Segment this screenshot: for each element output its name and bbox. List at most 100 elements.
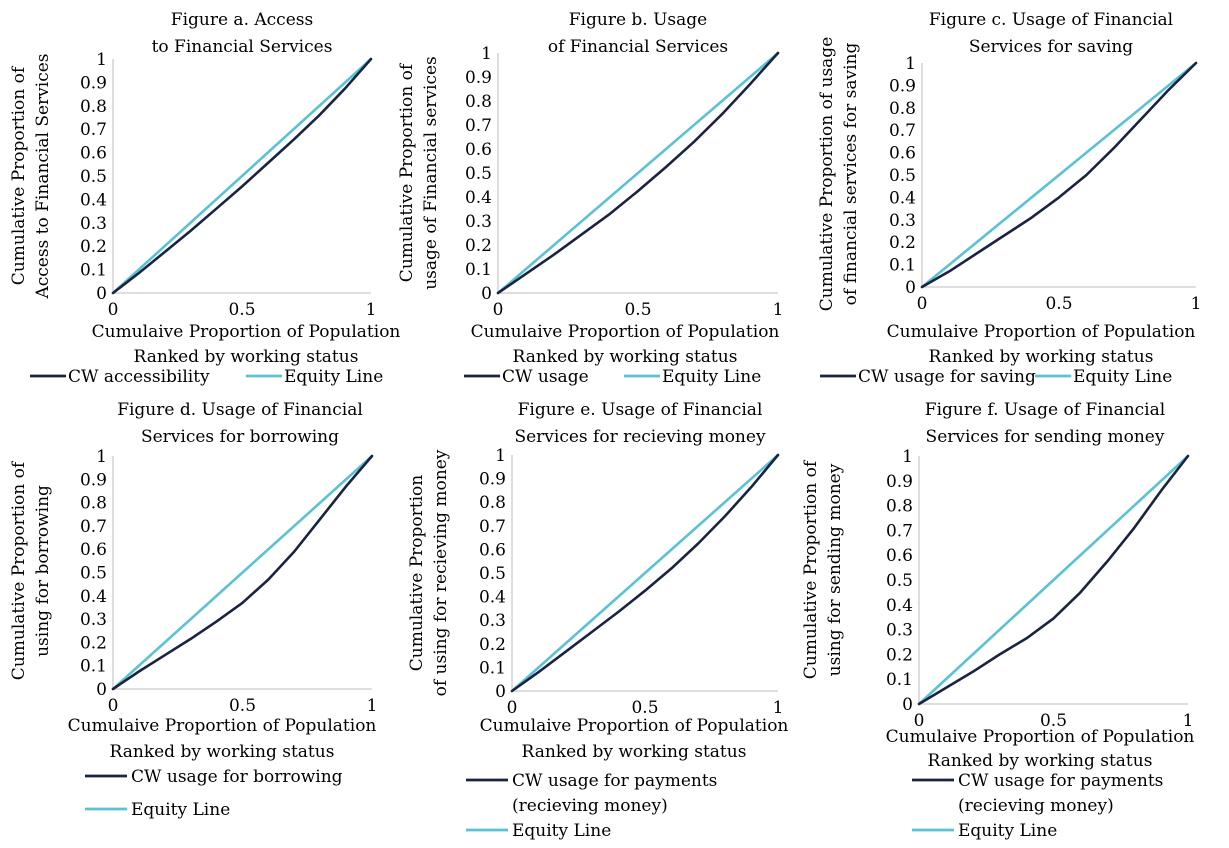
y-axis-title: using for sending money <box>825 463 845 676</box>
y-tick-label: 0.9 <box>886 472 913 492</box>
y-tick-label: 0.9 <box>80 73 107 93</box>
y-tick-label: 0.1 <box>479 658 506 678</box>
y-tick-label: 0.7 <box>80 120 107 140</box>
legend-label: Equity Line <box>958 821 1057 841</box>
y-axis-title: Cumulative Proportion of <box>9 65 29 285</box>
y-tick-label: 0.9 <box>80 470 107 490</box>
chart-title: of Financial Services <box>548 37 728 57</box>
chart-panel-d: Figure d. Usage of Financial Services for… <box>9 400 377 820</box>
y-tick-label: 0 <box>495 682 506 702</box>
legend-label: CW accessibility <box>68 367 210 387</box>
y-axis-title: Cumulative Proportion of <box>9 460 29 680</box>
cw-series-line <box>920 61 1198 289</box>
y-tick-label: 0.3 <box>80 214 107 234</box>
x-tick-label: 0.5 <box>228 300 255 320</box>
x-tick-label: 0.5 <box>1045 294 1072 314</box>
y-tick-label: 0.3 <box>479 611 506 631</box>
y-tick-label: 0.8 <box>465 92 492 112</box>
y-tick-label: 0.3 <box>886 621 913 641</box>
y-tick-label: 0.5 <box>80 564 107 584</box>
y-tick-label: 0.9 <box>889 76 916 96</box>
y-axis-title: usage of Financial services <box>421 56 441 290</box>
equity-line <box>496 51 780 295</box>
chart-panel-f: Figure f. Usage of Financial Services for… <box>801 400 1194 841</box>
chart-panel-a: Figure a. Access to Financial Services 0 0.… <box>9 10 400 387</box>
legend-label: Equity Line <box>131 800 230 820</box>
x-axis-title: Ranked by working status <box>522 742 747 762</box>
chart-panel-b: Figure b. Usage of Financial Services 00.1… <box>397 10 783 387</box>
x-tick-label: 1 <box>367 696 378 716</box>
y-tick-label: 0 <box>902 695 913 715</box>
chart-panel-e: Figure e. Usage of Financial Services for… <box>407 400 788 841</box>
equity-line <box>111 57 373 295</box>
y-tick-label: 1 <box>495 446 506 466</box>
y-tick-label: 1 <box>481 44 492 64</box>
y-tick-label: 0.4 <box>479 588 506 608</box>
chart-title: to Financial Services <box>152 37 333 57</box>
x-tick-label: 0 <box>493 300 504 320</box>
y-tick-label: 1 <box>96 447 107 467</box>
y-tick-label: 0.4 <box>80 587 107 607</box>
y-tick-label: 0.2 <box>886 645 913 665</box>
y-tick-label: 0.5 <box>479 564 506 584</box>
x-tick-label: 0 <box>917 294 928 314</box>
legend-label: CW usage <box>502 367 589 387</box>
y-tick-label: 0.3 <box>465 212 492 232</box>
y-axis-title: using for borrowing <box>33 485 53 657</box>
x-tick-label: 0 <box>914 711 925 731</box>
y-tick-label: 0.8 <box>80 97 107 117</box>
x-axis-title: Cumulaive Proportion of Population <box>886 727 1195 747</box>
y-tick-label: 0.6 <box>465 140 492 160</box>
equity-line <box>510 453 780 693</box>
x-axis-title: Ranked by working status <box>929 347 1154 367</box>
y-tick-label: 0.9 <box>465 68 492 88</box>
y-tick-label: 0.4 <box>465 188 492 208</box>
chart-title: Figure b. Usage <box>569 10 707 30</box>
y-tick-label: 0.1 <box>80 657 107 677</box>
y-tick-label: 0.6 <box>80 540 107 560</box>
y-axis-title: of financial services for saving <box>841 43 861 306</box>
y-tick-label: 0.2 <box>479 635 506 655</box>
y-tick-label: 0.1 <box>465 260 492 280</box>
legend-label: (recieving money) <box>958 796 1114 816</box>
legend-label: Equity Line <box>512 821 611 841</box>
y-tick-label: 1 <box>96 50 107 70</box>
chart-title: Services for saving <box>969 37 1133 57</box>
cw-series-line <box>917 454 1190 706</box>
y-tick-label: 0.4 <box>889 188 916 208</box>
cw-series-line <box>111 57 373 295</box>
legend-label: (recieving money) <box>512 796 668 816</box>
y-tick-label: 0.7 <box>889 121 916 141</box>
legend-label: Equity Line <box>662 367 761 387</box>
chart-title: Figure a. Access <box>171 10 313 30</box>
y-tick-label: 0.3 <box>889 211 916 231</box>
y-tick-label: 0.7 <box>465 116 492 136</box>
equity-line <box>917 454 1190 706</box>
chart-title: Services for sending money <box>926 427 1165 447</box>
chart-panel-c: Figure c. Usage of Financial Services for… <box>817 10 1201 387</box>
y-tick-label: 0.9 <box>479 470 506 490</box>
chart-title: Services for recieving money <box>514 427 765 447</box>
y-tick-label: 0.5 <box>80 167 107 187</box>
x-axis-title: Cumulaive Proportion of Population <box>68 716 377 736</box>
y-tick-label: 0.6 <box>886 546 913 566</box>
equity-line <box>111 454 374 691</box>
x-tick-label: 1 <box>366 300 377 320</box>
cw-series-line <box>111 454 374 691</box>
y-tick-label: 0.6 <box>479 540 506 560</box>
legend-label: CW usage for saving <box>858 367 1036 387</box>
y-tick-label: 0.8 <box>479 493 506 513</box>
legend-label: CW usage for payments <box>512 771 717 791</box>
y-axis-title: Cumulative Proportion of <box>397 62 417 282</box>
y-tick-label: 0.7 <box>479 517 506 537</box>
x-tick-label: 1 <box>773 300 784 320</box>
legend-label: Equity Line <box>1073 367 1172 387</box>
y-tick-label: 0 <box>96 284 107 304</box>
x-tick-label: 0 <box>108 696 119 716</box>
y-tick-label: 0.5 <box>465 164 492 184</box>
x-tick-label: 0 <box>507 698 518 718</box>
x-tick-label: 1 <box>1183 711 1194 731</box>
y-tick-label: 0.4 <box>886 596 913 616</box>
chart-title: Figure d. Usage of Financial <box>117 400 363 420</box>
